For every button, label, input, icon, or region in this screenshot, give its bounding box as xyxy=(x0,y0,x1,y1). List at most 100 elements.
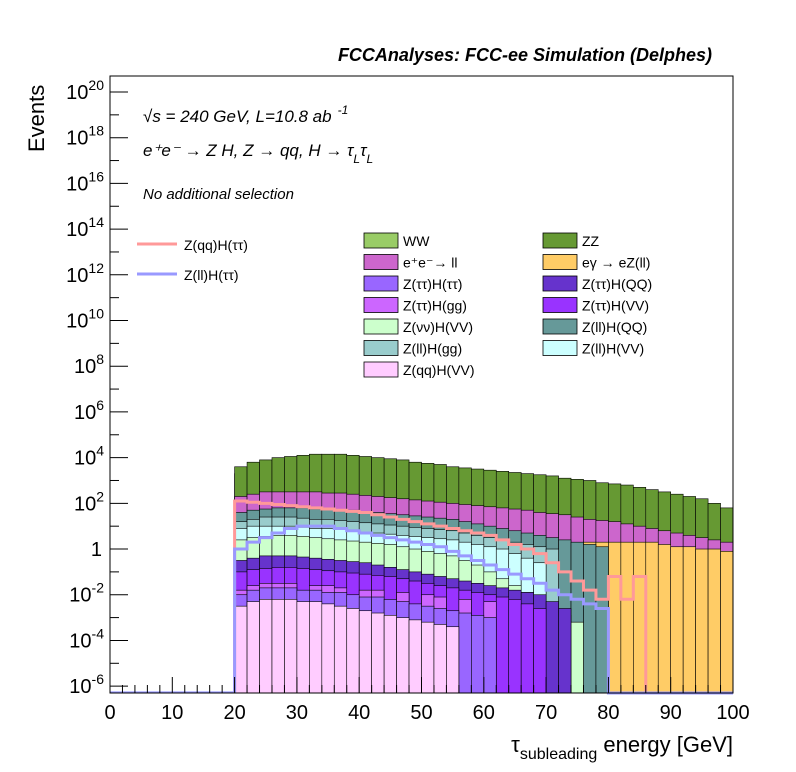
legend-bg-label: Z(ll)H(VV) xyxy=(582,341,644,357)
bar-Zqq_HVV xyxy=(284,599,298,694)
bar-Zqq_HVV xyxy=(296,601,310,694)
signal-line-sig_ll xyxy=(233,524,733,695)
legend-signals: Z(qq)H(ττ) Z(ll)H(ττ) xyxy=(137,237,248,283)
energy-annotation: √s = 240 GeV, L=10.8 ab -1 xyxy=(143,103,348,126)
bar-Zll_HQQ xyxy=(595,546,609,694)
bar-Zqq_HVV xyxy=(346,608,360,694)
axis-tick-labels: 0 10 20 30 40 50 60 70 80 90 10010-610-410-2110210… xyxy=(66,77,750,724)
bar-Ztautau_HQQ xyxy=(545,601,559,694)
x-tick-label: 100 xyxy=(716,702,749,724)
legend-bg-swatch xyxy=(542,232,578,249)
x-tick-label: 60 xyxy=(473,702,495,724)
legend-bg-swatch xyxy=(363,232,399,249)
bar-Znunu_HVV xyxy=(570,621,584,694)
legend-bg-label: Z(ττ)H(QQ) xyxy=(582,276,652,292)
y-tick-label: 1 xyxy=(91,539,102,561)
y-tick-label: 1014 xyxy=(66,214,104,241)
x-tick-label: 20 xyxy=(223,702,245,724)
legend-bg-label: Z(ll)H(QQ) xyxy=(582,319,647,335)
bar-Zqq_HVV xyxy=(371,612,385,694)
x-tick-label: 10 xyxy=(161,702,183,724)
legend-bg-swatch xyxy=(542,275,578,292)
legend-bg-label: ZZ xyxy=(582,233,600,249)
y-tick-label: 10-4 xyxy=(69,625,104,652)
axis-ticks xyxy=(109,91,734,693)
x-tick-label: 70 xyxy=(535,702,557,724)
bar-Zqq_HVV xyxy=(446,626,460,694)
x-axis-label: τsubleading energy [GeV] xyxy=(511,732,733,763)
legend-bg-label: eγ → eZ(ll) xyxy=(582,255,650,271)
bar-Zqq_HVV xyxy=(433,624,447,694)
legend-bg-label: Z(ττ)H(ττ) xyxy=(403,276,462,292)
bar-egamma_eZll xyxy=(657,544,671,694)
bar-Ztautau_Htautau xyxy=(471,614,485,694)
legend-bg-label: Z(qq)H(VV) xyxy=(403,362,475,378)
tau-subscript-2: L xyxy=(366,152,373,166)
legend-bg-label: Z(ττ)H(VV) xyxy=(582,298,649,314)
legend-signal-label: Z(ll)H(ττ) xyxy=(184,267,239,283)
y-tick-label: 1020 xyxy=(66,77,104,104)
y-tick-label: 102 xyxy=(74,488,104,515)
legend-bg-swatch xyxy=(542,297,578,313)
x-tick-label: 40 xyxy=(348,702,370,724)
x-axis-label-rest: energy [GeV] xyxy=(597,732,733,757)
bar-egamma_eZll xyxy=(707,548,721,694)
bar-egamma_eZll xyxy=(670,546,684,694)
bar-Zqq_HVV xyxy=(421,621,435,694)
bar-Zqq_HVV xyxy=(383,614,397,694)
bar-Zqq_HVV xyxy=(234,605,248,694)
y-tick-label: 104 xyxy=(74,443,104,470)
legend-signal-label: Z(qq)H(ττ) xyxy=(184,237,248,253)
bar-Ztautau_Htautau xyxy=(483,617,497,694)
bar-Zqq_HVV xyxy=(358,610,372,694)
y-tick-label: 1010 xyxy=(66,306,104,333)
x-tick-label: 0 xyxy=(104,702,115,724)
bar-Zqq_HVV xyxy=(321,603,335,694)
bar-Zll_HQQ xyxy=(583,544,597,694)
legend-backgrounds: WW e⁺e⁻→ ll Z(ττ)H(ττ) Z(ττ)H(gg) Z(νν)H(VV)… xyxy=(363,232,652,378)
signal-line-sig_qq xyxy=(233,499,733,695)
tau-symbol-2: τ xyxy=(360,141,368,160)
bar-Zqq_HVV xyxy=(309,601,323,694)
process-text: e⁺e⁻ → Z H, Z → qq, H → τ xyxy=(143,141,355,160)
process-annotation: e⁺e⁻ → Z H, Z → qq, H → τLτL xyxy=(143,141,373,166)
y-tick-label: 10-2 xyxy=(69,580,104,607)
signal-lines xyxy=(233,499,733,695)
x-axis-label-sub: subleading xyxy=(520,746,597,763)
bar-Ztautau_HVV xyxy=(508,599,522,694)
legend-bg-swatch xyxy=(363,361,399,378)
bar-Zqq_HVV xyxy=(271,599,285,694)
bar-Ztautau_Htautau xyxy=(458,612,472,694)
bar-Zqq_HVV xyxy=(246,601,260,694)
legend-bg-swatch xyxy=(542,318,578,335)
legend-bg-swatch xyxy=(363,340,399,356)
y-tick-label: 1012 xyxy=(66,260,104,287)
legend-bg-label: WW xyxy=(403,233,430,249)
legend-bg-label: e⁺e⁻→ ll xyxy=(403,255,457,271)
x-tick-label: 90 xyxy=(660,702,682,724)
lumi-exponent: -1 xyxy=(338,103,349,117)
y-tick-label: 10-6 xyxy=(69,671,104,698)
legend-bg-label: Z(ττ)H(gg) xyxy=(403,298,467,314)
legend-bg-label: Z(ll)H(gg) xyxy=(403,341,462,357)
bar-egamma_eZll xyxy=(633,541,647,694)
bar-egamma_eZll xyxy=(682,546,696,694)
x-tick-label: 30 xyxy=(286,702,308,724)
bar-Ztautau_HVV xyxy=(520,603,534,694)
chart-title: FCCAnalyses: FCC-ee Simulation (Delphes) xyxy=(338,45,712,65)
selection-annotation: No additional selection xyxy=(143,186,294,203)
bar-egamma_eZll xyxy=(720,551,734,694)
legend-bg-swatch xyxy=(542,254,578,270)
bar-Ztautau_HQQ xyxy=(558,608,572,694)
y-tick-label: 1018 xyxy=(66,123,104,150)
y-tick-label: 108 xyxy=(74,351,104,378)
bar-egamma_eZll xyxy=(608,541,622,694)
legend-bg-swatch xyxy=(542,340,578,356)
bar-egamma_eZll xyxy=(695,548,709,694)
legend-bg-swatch xyxy=(363,297,399,313)
legend-bg-swatch xyxy=(363,318,399,335)
bar-Zqq_HVV xyxy=(259,599,273,694)
tau-subscript-1: L xyxy=(353,152,360,166)
